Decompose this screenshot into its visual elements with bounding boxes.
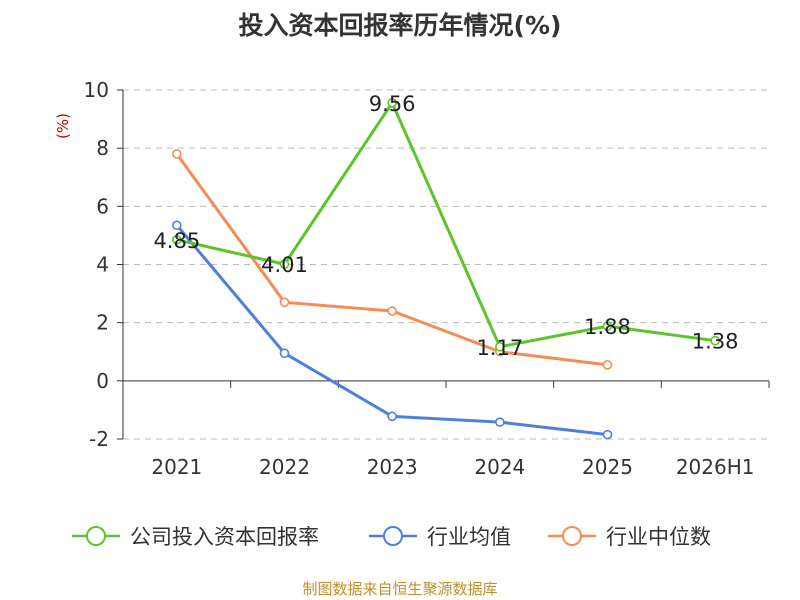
data-label: 4.85 [153,229,200,253]
series-lines [172,97,720,440]
data-point [172,220,182,231]
data-point [387,411,397,422]
grid-lines [123,89,769,440]
data-point [710,335,720,346]
series-line [175,224,608,437]
data-point [602,429,613,440]
x-tick-label: 2025 [582,455,633,479]
axes: -2 0 2 4 6 8 10 (%) 2021 2022 2023 2024 2025 2026H1 [54,78,770,479]
legend-item[interactable]: 行业中位数 [548,525,711,549]
data-point [172,149,182,159]
source-note: 制图数据来自恒生聚源数据库 [302,580,498,598]
x-tick-label: 2022 [259,455,310,479]
legend-marker [562,526,582,546]
data-point [602,360,613,370]
x-tick-label: 2024 [474,455,525,479]
data-label: 1.38 [692,330,739,354]
data-point [387,97,397,108]
chart-title: 投入资本回报率历年情况(%) [238,11,562,40]
data-point [279,348,290,359]
data-point [495,342,505,352]
data-point [602,321,613,331]
legend: 公司投入资本回报率 行业均值 行业中位数 [72,525,711,549]
legend-item[interactable]: 公司投入资本回报率 [72,525,319,549]
x-tick-label: 2026H1 [676,455,755,479]
legend-label: 行业均值 [427,525,511,549]
data-label: 9.56 [369,92,416,116]
data-label: 1.17 [476,336,523,360]
data-point [172,234,182,245]
x-tick-label: 2023 [367,455,418,479]
data-point [387,306,397,316]
data-point [279,297,290,308]
legend-item[interactable]: 行业均值 [369,525,511,549]
legend-marker [383,526,403,546]
y-tick-label: 4 [96,253,109,277]
y-tick-label: 8 [96,136,109,160]
y-tick-label: 10 [84,78,109,102]
data-labels: 4.85 4.01 9.56 1.17 1.88 1.38 [153,92,738,360]
legend-label: 行业中位数 [606,525,711,549]
y-tick-label: 6 [96,194,109,218]
y-tick-label: -2 [89,427,109,451]
series-line [175,153,608,367]
y-tick-label: 0 [96,369,109,393]
data-label: 4.01 [261,253,308,277]
y-tick-label: 2 [96,311,109,335]
data-point [495,417,505,427]
series-line [176,101,716,349]
legend-label: 公司投入资本回报率 [130,525,319,549]
y-axis-label: (%) [54,113,72,139]
data-label: 1.88 [584,315,631,339]
x-tick-label: 2021 [151,455,202,479]
legend-marker [86,526,106,546]
data-point [279,259,290,270]
